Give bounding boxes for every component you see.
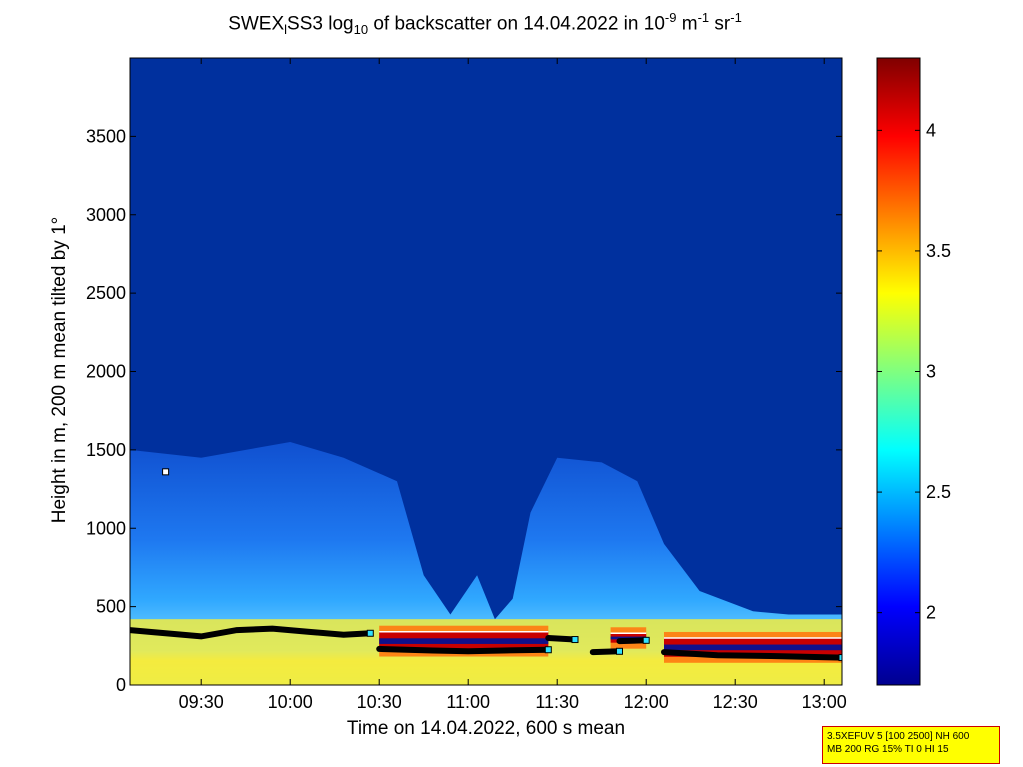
y-tick-label: 2500 <box>86 283 126 303</box>
y-axis-label: Height in m, 200 m mean tilted by 1° <box>49 216 70 524</box>
y-tick-label: 500 <box>96 597 126 617</box>
cloud-base-lines <box>130 625 842 662</box>
isolated-point <box>162 468 170 476</box>
cloud-base-end-marker <box>366 629 374 637</box>
y-tick-label: 2000 <box>86 362 126 382</box>
cloud-base-end-marker <box>616 647 623 655</box>
colorbar-tick-label: 2 <box>926 603 936 623</box>
x-tick-label: 13:00 <box>802 692 847 712</box>
plot-area <box>130 58 842 685</box>
x-tick-label: 12:00 <box>624 692 669 712</box>
y-tick-label: 1500 <box>86 440 126 460</box>
x-axis-label: Time on 14.04.2022, 600 s mean <box>346 718 626 739</box>
cloud-base-end-marker <box>544 646 552 654</box>
x-tick-label: 10:00 <box>268 692 313 712</box>
colorbar-tick-label: 3.5 <box>926 241 951 261</box>
y-tick-label: 0 <box>116 675 126 695</box>
processing-info-box: 3.5XEFUV 5 [100 2500] NH 600 MB 200 RG 1… <box>822 726 1000 764</box>
colorbar-tick-label: 4 <box>926 120 936 140</box>
cloud-base-line <box>376 645 552 655</box>
cloud-base-end-marker <box>838 654 842 662</box>
info-line-1: 3.5XEFUV 5 [100 2500] NH 600 <box>827 731 970 742</box>
x-axis-ticks: 09:30 10:00 10:30 11:00 11:30 12:00 12:30 13:00 <box>179 58 847 712</box>
colorbar <box>876 57 921 686</box>
cloud-base-line <box>616 637 650 645</box>
colorbar-tick-label: 2.5 <box>926 482 951 502</box>
colorbar-tick-label: 3 <box>926 362 936 382</box>
x-tick-label: 12:30 <box>713 692 758 712</box>
isolated-detections <box>162 468 170 476</box>
cloud-base-end-marker <box>642 636 650 644</box>
y-tick-label: 1000 <box>86 518 126 538</box>
cloud-base-end-marker <box>571 636 579 644</box>
y-tick-label: 3500 <box>86 126 126 146</box>
y-axis-ticks: 0 500 1000 1500 2000 2500 3000 3500 <box>86 126 842 695</box>
cloud-core <box>379 638 549 644</box>
x-tick-label: 09:30 <box>179 692 224 712</box>
x-tick-label: 10:30 <box>357 692 402 712</box>
cloud-base-line <box>589 648 623 656</box>
cloud-core <box>664 644 842 651</box>
info-line-2: MB 200 RG 15% TI 0 HI 15 <box>827 744 949 755</box>
y-tick-label: 3000 <box>86 205 126 225</box>
cloud-base-line <box>545 635 578 643</box>
colorbar-ticks: 2 2.5 3 3.5 4 <box>877 120 951 623</box>
cloud-base-line <box>130 625 374 640</box>
x-tick-label: 11:00 <box>446 692 490 712</box>
chart-title: SWEXlSS3 log10 of backscatter on 14.04.2… <box>228 10 742 38</box>
x-tick-label: 11:30 <box>535 692 579 712</box>
cloud-base-line <box>661 649 842 661</box>
